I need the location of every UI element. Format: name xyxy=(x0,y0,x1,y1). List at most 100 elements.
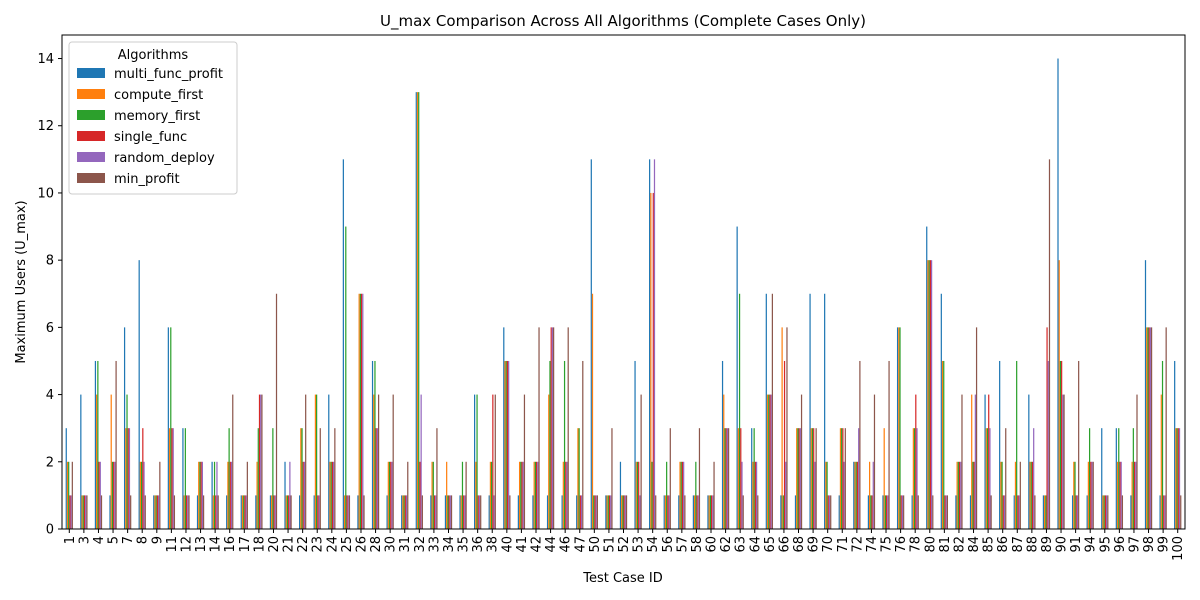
bar-single_func-case-38 xyxy=(492,394,494,529)
x-tick-label: 80 xyxy=(923,536,938,553)
bar-single_func-case-21 xyxy=(288,495,290,529)
bar-single_func-case-57 xyxy=(681,461,684,529)
bar-compute_first-case-96 xyxy=(1116,461,1119,529)
bar-multi_func_profit-case-20 xyxy=(269,495,272,529)
bar-min_profit-case-99 xyxy=(1165,327,1167,529)
bar-single_func-case-84 xyxy=(973,461,975,529)
bar-memory_first-case-18 xyxy=(257,428,259,529)
x-tick-label: 75 xyxy=(880,536,895,553)
bar-random_deploy-case-1 xyxy=(70,495,72,529)
bar-random_deploy-case-56 xyxy=(668,495,670,529)
bar-min_profit-case-13 xyxy=(202,495,205,529)
bar-min_profit-case-33 xyxy=(436,428,438,529)
bar-memory_first-case-33 xyxy=(432,461,434,529)
bar-single_func-case-42 xyxy=(535,461,538,529)
bar-memory_first-case-22 xyxy=(301,428,303,529)
legend-label-random_deploy: random_deploy xyxy=(114,151,215,166)
bar-single_func-case-96 xyxy=(1119,461,1121,529)
bar-compute_first-case-58 xyxy=(693,495,696,529)
bar-compute_first-case-74 xyxy=(869,461,871,529)
bar-multi_func_profit-case-33 xyxy=(430,495,432,529)
bar-memory_first-case-42 xyxy=(534,461,536,529)
bar-min_profit-case-28 xyxy=(378,394,380,529)
bar-compute_first-case-1 xyxy=(66,461,69,529)
bar-multi_func_profit-case-82 xyxy=(955,495,957,529)
bar-single_func-case-95 xyxy=(1104,495,1107,529)
bar-memory_first-case-66 xyxy=(782,495,784,529)
bar-memory_first-case-95 xyxy=(1103,495,1105,529)
bar-random_deploy-case-52 xyxy=(624,495,626,529)
bar-multi_func_profit-case-41 xyxy=(517,495,519,529)
bar-random_deploy-case-9 xyxy=(158,495,160,529)
x-tick-label: 12 xyxy=(179,536,194,553)
bar-min_profit-case-80 xyxy=(932,495,934,529)
x-tick-label: 24 xyxy=(325,536,340,553)
bar-multi_func_profit-case-52 xyxy=(619,461,622,529)
bar-random_deploy-case-81 xyxy=(945,495,947,529)
x-tick-label: 22 xyxy=(296,536,311,553)
x-tick-label: 87 xyxy=(1011,536,1026,553)
bar-single_func-case-33 xyxy=(433,495,436,529)
bar-multi_func_profit-case-63 xyxy=(736,226,738,530)
bar-single_func-case-22 xyxy=(302,461,304,529)
bar-single_func-case-85 xyxy=(988,394,990,529)
bar-compute_first-case-89 xyxy=(1044,495,1046,529)
bar-memory_first-case-11 xyxy=(170,327,172,529)
bar-min_profit-case-50 xyxy=(596,495,598,529)
x-tick-label: 62 xyxy=(719,536,734,553)
bar-multi_func_profit-case-88 xyxy=(1028,394,1030,529)
bar-single_func-case-78 xyxy=(915,394,917,529)
x-tick-label: 95 xyxy=(1098,536,1113,553)
bar-single_func-case-99 xyxy=(1163,495,1165,529)
bar-min_profit-case-97 xyxy=(1136,394,1138,529)
bar-memory_first-case-46 xyxy=(563,360,566,529)
bar-single_func-case-51 xyxy=(608,495,611,529)
bar-single_func-case-72 xyxy=(856,461,859,529)
bar-random_deploy-case-47 xyxy=(580,495,583,529)
bar-min_profit-case-86 xyxy=(1005,428,1007,529)
bar-multi_func_profit-case-7 xyxy=(123,327,126,529)
bar-min_profit-case-21 xyxy=(290,495,292,529)
bar-multi_func_profit-case-47 xyxy=(576,495,578,529)
bar-min_profit-case-52 xyxy=(625,495,628,529)
bar-single_func-case-8 xyxy=(142,428,144,529)
bar-random_deploy-case-51 xyxy=(610,495,612,529)
bar-compute_first-case-65 xyxy=(766,394,769,529)
x-tick-label: 28 xyxy=(369,536,384,553)
x-tick-label: 25 xyxy=(340,536,355,553)
bar-single_func-case-62 xyxy=(725,428,727,529)
bar-min_profit-case-66 xyxy=(786,327,788,529)
bar-single_func-case-34 xyxy=(448,495,450,529)
bar-random_deploy-case-63 xyxy=(741,461,743,529)
bar-single_func-case-1 xyxy=(69,495,71,529)
x-tick-label: 94 xyxy=(1084,536,1099,553)
bar-multi_func_profit-case-90 xyxy=(1057,58,1059,530)
bar-compute_first-case-82 xyxy=(956,461,958,529)
bar-multi_func_profit-case-80 xyxy=(926,226,928,530)
bar-random_deploy-case-72 xyxy=(858,428,860,529)
y-axis: 0 2 4 6 8 10 12 14 xyxy=(37,52,62,538)
bar-multi_func_profit-case-16 xyxy=(226,495,228,529)
bar-compute_first-case-91 xyxy=(1073,461,1075,529)
bar-memory_first-case-60 xyxy=(709,495,712,529)
x-tick-label: 34 xyxy=(442,536,457,553)
bar-random_deploy-case-23 xyxy=(318,495,320,529)
bar-compute_first-case-51 xyxy=(606,495,608,529)
bar-random_deploy-case-99 xyxy=(1164,495,1166,529)
bar-single_func-case-89 xyxy=(1046,327,1048,529)
bar-min_profit-case-40 xyxy=(509,495,511,529)
bar-random_deploy-case-30 xyxy=(391,461,393,529)
legend-swatch-random_deploy xyxy=(77,152,105,162)
x-tick-label: 13 xyxy=(194,536,209,553)
bar-compute_first-case-13 xyxy=(198,461,200,529)
y-tick-label: 0 xyxy=(46,523,54,538)
bar-random_deploy-case-12 xyxy=(187,495,189,529)
bar-single_func-case-44 xyxy=(550,327,552,529)
bar-random_deploy-case-24 xyxy=(333,461,335,529)
bar-multi_func_profit-case-32 xyxy=(415,92,417,529)
bar-min_profit-case-35 xyxy=(465,461,467,529)
bar-single_func-case-80 xyxy=(929,260,931,529)
bar-single_func-case-4 xyxy=(98,461,100,529)
x-tick-label: 99 xyxy=(1157,536,1172,553)
bar-random_deploy-case-21 xyxy=(289,461,291,529)
